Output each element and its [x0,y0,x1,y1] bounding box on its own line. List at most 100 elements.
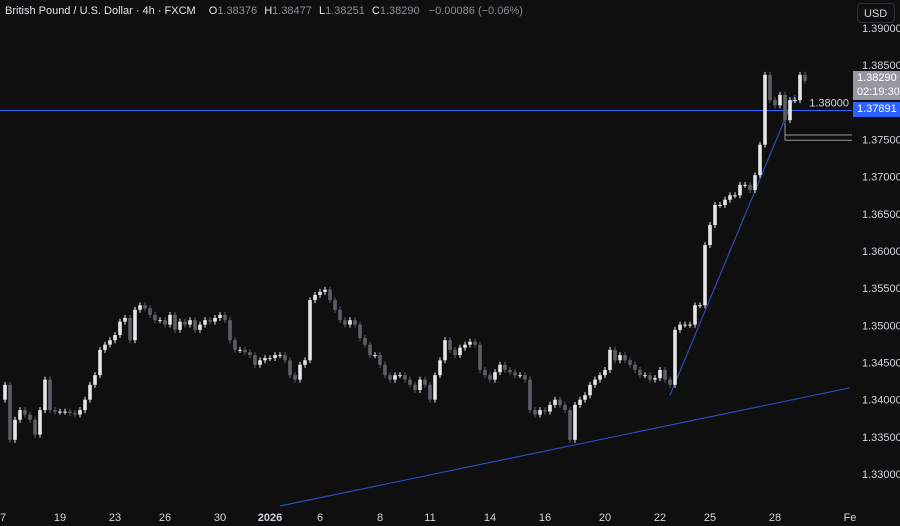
candle-body [293,375,297,380]
candle [208,317,212,325]
candle-body [3,384,7,400]
candle [228,317,232,344]
candle [268,355,272,362]
currency-button[interactable]: USD [857,3,895,23]
candle [8,381,12,443]
candle [408,376,412,388]
y-tick-label: 1.38000 [809,97,849,109]
candle-body [703,245,707,306]
candle-body [798,74,802,101]
candle-body [273,355,277,359]
candle-body [758,144,762,176]
candle-body [143,305,147,309]
candle [793,97,797,104]
candle [698,302,702,309]
candle-body [383,364,387,376]
candle-body [108,340,112,345]
y-tick-label: 1.38500 [862,60,900,72]
candle [103,341,107,353]
candle-body [613,349,617,361]
candle [673,326,677,388]
candle-body [203,320,207,325]
y-tick-label: 1.35000 [862,320,900,332]
candle-body [248,352,252,356]
candle-body [633,364,637,370]
candle-body [803,74,807,81]
y-tick-label: 1.34000 [862,395,900,407]
candle [313,291,317,304]
x-tick-label: 11 [424,512,435,524]
candle [788,97,792,124]
candle [3,381,7,403]
candle [283,352,287,364]
candle-body [588,384,592,396]
candle [703,242,707,309]
candle [688,321,692,328]
candle-body [288,360,292,376]
candle-body [228,320,232,341]
candle-body [488,375,492,380]
candle [763,71,767,148]
y-tick-label: 1.39000 [862,23,900,35]
candle [173,311,177,333]
candle [288,357,292,379]
candle [418,376,422,394]
candle [653,375,657,383]
candle [68,408,72,417]
candle-body [738,184,742,196]
candle [548,401,552,415]
candle [258,357,262,368]
candle-body [418,379,422,391]
candle-body [698,305,702,307]
candle [753,172,757,194]
candle-body [343,320,347,325]
candle-body [653,378,657,380]
close-value: 1.38290 [379,5,420,17]
high-label: H [264,5,273,17]
candle [563,401,567,414]
candle [388,372,392,383]
candle [98,346,102,379]
candle [123,314,127,325]
candle [23,407,27,418]
y-tick-label: 1.35500 [862,283,900,295]
candle [643,372,647,379]
high-value: 1.38477 [272,5,312,17]
level-price-tag: 1.37891 [853,102,900,117]
candle [728,192,732,203]
symbol-title[interactable]: British Pound / U.S. Dollar · 4h · FXCM [5,5,196,17]
candle [553,396,557,408]
candle [138,302,142,313]
low-value: 1.38251 [325,5,365,17]
candle [168,311,172,328]
candle [278,352,282,359]
candle [233,337,237,353]
candle [118,318,122,338]
candle [113,332,117,344]
candle-body [743,184,747,186]
candle-body [503,364,507,370]
candle [88,381,92,403]
candle [458,344,462,359]
candle [18,407,22,423]
candle [128,314,132,344]
candle [638,366,642,379]
candle-body [218,314,222,318]
candle-body [163,320,167,325]
candle-body [558,399,562,405]
candle-body [513,372,517,376]
candle [188,317,192,328]
candle-body [153,314,157,321]
candle [133,306,137,344]
candle [213,314,217,325]
candle-body [18,410,22,420]
candle [683,321,687,328]
candle [803,71,807,84]
candle-body [258,360,262,365]
candle [618,352,622,364]
y-tick-label: 1.33000 [862,469,900,481]
candle-body [728,195,732,200]
candle [338,306,342,324]
candle [463,341,467,351]
